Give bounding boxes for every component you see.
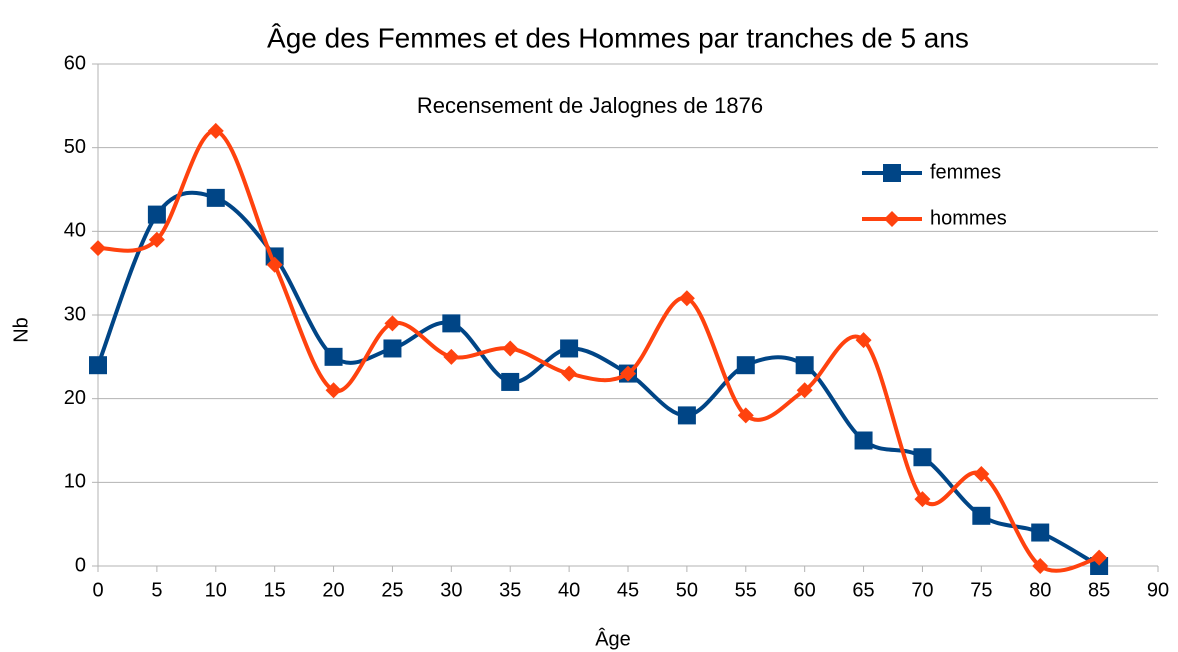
marker (736, 356, 755, 375)
x-tick-label: 65 (852, 579, 874, 601)
y-tick-label: 20 (64, 387, 86, 409)
marker (1091, 549, 1108, 566)
marker (324, 347, 343, 366)
marker (884, 211, 900, 227)
x-tick-label: 50 (676, 579, 698, 601)
y-tick-label: 10 (64, 471, 86, 493)
x-tick-label: 85 (1088, 579, 1110, 601)
x-tick-label: 40 (558, 579, 580, 601)
legend-label: hommes (930, 207, 1007, 229)
y-tick-label: 60 (64, 52, 86, 74)
x-tick-label: 0 (92, 579, 103, 601)
marker (678, 290, 695, 307)
marker (502, 340, 519, 357)
marker (1090, 557, 1109, 575)
marker (89, 356, 107, 375)
y-tick-label: 30 (64, 303, 86, 325)
marker (443, 348, 460, 365)
marker (560, 339, 579, 358)
marker (561, 365, 578, 382)
marker (207, 122, 224, 139)
x-tick-label: 55 (735, 579, 757, 601)
marker (147, 205, 166, 224)
marker (148, 231, 165, 248)
marker (442, 314, 461, 333)
marker (796, 382, 813, 399)
marker (383, 339, 402, 358)
annotation: Recensement de Jalognes de 1876 (417, 93, 763, 118)
x-tick-label: 15 (264, 579, 286, 601)
marker (883, 164, 901, 182)
x-axis-label: Âge (595, 627, 631, 650)
marker (325, 382, 342, 399)
y-tick-label: 0 (75, 554, 86, 576)
marker (1031, 523, 1050, 542)
x-tick-label: 30 (440, 579, 462, 601)
x-tick-label: 80 (1029, 579, 1051, 601)
x-tick-label: 60 (794, 579, 816, 601)
y-tick-label: 50 (64, 136, 86, 158)
marker (206, 188, 225, 207)
x-tick-label: 90 (1147, 579, 1169, 601)
x-tick-label: 5 (151, 579, 162, 601)
x-tick-label: 35 (499, 579, 521, 601)
marker (501, 372, 520, 391)
marker (737, 407, 754, 424)
marker (795, 356, 814, 375)
marker (973, 465, 990, 482)
marker (266, 256, 283, 273)
y-tick-label: 40 (64, 220, 86, 242)
marker (914, 491, 931, 508)
marker (854, 431, 873, 450)
x-tick-label: 10 (205, 579, 227, 601)
marker (620, 365, 636, 382)
x-tick-label: 20 (322, 579, 344, 601)
x-tick-label: 45 (617, 579, 639, 601)
x-tick-label: 70 (911, 579, 933, 601)
chart-title: Âge des Femmes et des Hommes par tranche… (267, 22, 969, 53)
x-tick-label: 75 (970, 579, 992, 601)
marker (90, 240, 106, 257)
x-tick-label: 25 (381, 579, 403, 601)
marker (677, 406, 696, 425)
marker (1032, 558, 1049, 574)
marker (384, 315, 401, 332)
y-axis-label: Nb (10, 317, 32, 343)
marker (972, 506, 991, 525)
marker (913, 448, 932, 467)
series-line (97, 128, 1100, 573)
legend-label: femmes (930, 161, 1001, 183)
marker (855, 332, 872, 349)
